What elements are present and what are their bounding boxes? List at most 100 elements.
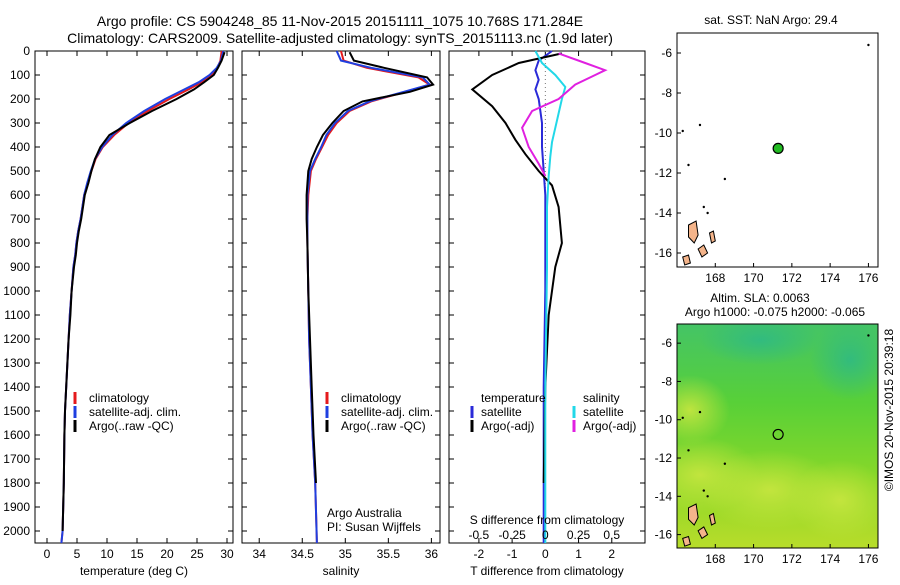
map-frame: [676, 32, 879, 268]
y-tick-label: -14: [655, 489, 673, 503]
island-landmass: [708, 512, 716, 526]
x-axis-label: salinity: [323, 564, 360, 578]
x-tick-label: 25: [190, 547, 204, 561]
y-tick-label: 1700: [3, 452, 30, 466]
sla-anomaly-patch: [700, 324, 820, 365]
island-landmass: [697, 526, 709, 540]
island-landmass: [697, 244, 709, 258]
islet: [698, 410, 702, 414]
islet: [687, 449, 690, 452]
islet: [867, 334, 870, 337]
figure-title-line1: Argo profile: CS 5904248_85 11-Nov-2015 …: [97, 13, 583, 29]
islet: [706, 211, 709, 215]
legend-label-climatology: climatology: [89, 391, 149, 405]
x-tick-label: 34: [253, 547, 267, 561]
y-tick-label: -12: [655, 451, 673, 465]
legend-header-temperature: temperature: [481, 391, 546, 405]
islet: [702, 489, 705, 492]
y-tick-label: -6: [661, 46, 672, 60]
y-tick-label: 1100: [4, 308, 30, 322]
y-tick-label: -16: [655, 246, 673, 260]
legend-header-salinity: salinity: [583, 391, 620, 405]
y-tick-label: -10: [655, 126, 673, 140]
islet: [702, 205, 705, 209]
sla-map-title-line2: Argo h1000: -0.075 h2000: -0.065: [685, 305, 865, 319]
y-tick-label: -16: [655, 528, 673, 542]
islet: [681, 416, 684, 420]
plot-frame: [34, 50, 234, 544]
series-line: [534, 50, 553, 543]
temperature-panel: 0 5 10 15 20 25 300100200300400500600700800900…: [3, 44, 234, 578]
y-tick-label: 1400: [3, 380, 30, 394]
x-tick-label: 170: [744, 271, 764, 285]
y-tick-label: 500: [10, 164, 30, 178]
y-tick-label: 1000: [3, 284, 30, 298]
x-tick-label: 35: [339, 547, 353, 561]
legend-label-satellite: satellite-adj. clim.: [341, 405, 433, 419]
island-landmass: [682, 254, 691, 266]
series-line: [305, 51, 435, 484]
x-tick-label: 168: [705, 552, 725, 566]
imos-credit: ©IMOS 20-Nov-2015 20:39:18: [882, 329, 896, 492]
islet: [867, 43, 870, 47]
map-frame: [676, 323, 879, 549]
legend-label-temp-satellite: satellite: [481, 405, 522, 419]
y-tick-label: -10: [655, 413, 673, 427]
legend-label-satellite: satellite-adj. clim.: [89, 405, 181, 419]
y-tick-label: 600: [10, 188, 30, 202]
x-tick-label: 5: [74, 547, 81, 561]
salinity-panel: 34 34.5 35 35.5 36 salinity: [241, 50, 441, 578]
y-tick-label: -8: [661, 86, 672, 100]
series-line: [521, 52, 608, 177]
legend-label-climatology: climatology: [341, 391, 401, 405]
x-tick-label: -1: [507, 547, 518, 561]
y-tick-label: 900: [10, 260, 30, 274]
island-landmass: [688, 220, 699, 244]
sla-anomaly-patch: [790, 460, 878, 540]
sla-map-title-line1: Altim. SLA: 0.0063: [710, 291, 810, 305]
x-tick-label: 174: [820, 552, 840, 566]
y-tick-label: 300: [10, 116, 30, 130]
x-tick-label: 20: [160, 547, 174, 561]
argo-float-marker: [772, 428, 784, 441]
y-tick-label: -12: [655, 166, 673, 180]
y-tick-label: 1800: [3, 476, 30, 490]
x-tick-label: 170: [744, 552, 764, 566]
x-tick-label: 174: [820, 271, 840, 285]
y-tick-label: 1200: [3, 332, 30, 346]
difference-legend: temperature salinity satellite Argo(-adj…: [470, 391, 636, 433]
x-tick-label: 1: [575, 547, 582, 561]
temperature-legend: climatology satellite-adj. clim. Argo(..…: [73, 391, 181, 433]
islet: [681, 129, 684, 133]
legend-label-sal-argo: Argo(-adj): [583, 419, 636, 433]
s-tick-label: -0.5: [469, 528, 490, 542]
y-tick-label: 700: [10, 212, 30, 226]
x-tick-label: 36: [425, 547, 439, 561]
s-tick-label: 0.5: [603, 528, 620, 542]
sla-field-texture: [677, 324, 878, 540]
x-tick-label: 176: [858, 271, 878, 285]
x-tick-label: 168: [705, 271, 725, 285]
s-tick-label: 0.25: [567, 528, 591, 542]
x-tick-label: -2: [474, 547, 485, 561]
islet: [723, 462, 727, 465]
y-tick-label: 1300: [3, 356, 30, 370]
institution-line1: Argo Australia: [327, 506, 402, 520]
islet: [698, 123, 702, 127]
islet: [687, 163, 690, 167]
series-line: [534, 50, 567, 543]
salinity-legend: climatology satellite-adj. clim. Argo(..…: [325, 391, 433, 534]
x-tick-label: 15: [130, 547, 144, 561]
islet: [706, 495, 709, 498]
sst-map-title: sat. SST: NaN Argo: 29.4: [704, 13, 838, 27]
x-tick-label: 0: [542, 547, 549, 561]
x-tick-label: 2: [608, 547, 615, 561]
y-tick-label: 1600: [3, 428, 30, 442]
y-tick-label: 1500: [3, 404, 30, 418]
legend-label-temp-argo: Argo(-adj): [481, 419, 534, 433]
x-tick-label: 34.5: [291, 547, 315, 561]
y-tick-label: -6: [661, 336, 672, 350]
y-tick-label: 100: [10, 68, 30, 82]
institution-line2: PI: Susan Wijffels: [327, 520, 421, 534]
